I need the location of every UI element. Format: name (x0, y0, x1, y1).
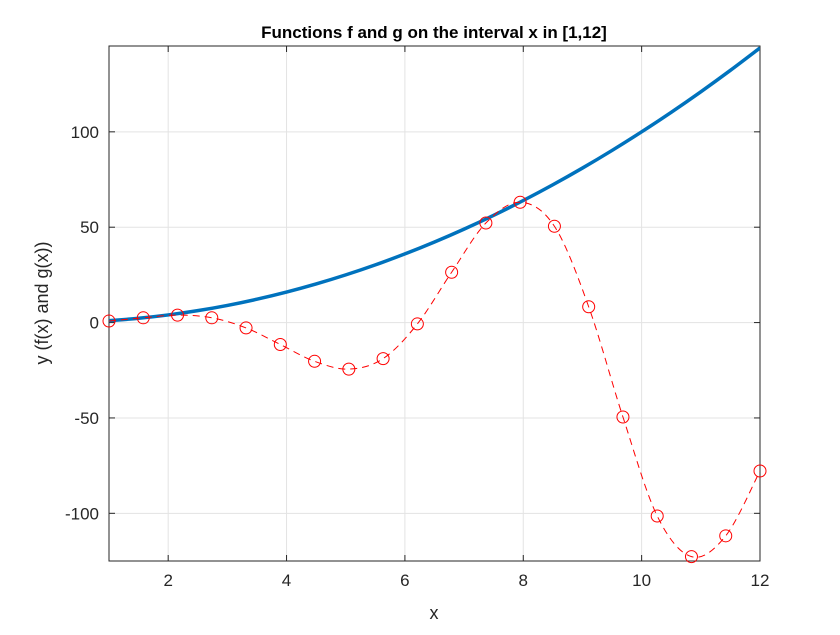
x-tick-label: 6 (400, 571, 409, 590)
series-2-point (342, 362, 356, 376)
series-2-point (582, 300, 596, 314)
series-2-point (719, 529, 733, 543)
series-2-point (753, 464, 767, 478)
x-tick-label: 10 (632, 571, 651, 590)
chart-title: Functions f and g on the interval x in [… (261, 23, 607, 42)
y-tick-label: 50 (80, 218, 99, 237)
x-tick-label: 8 (519, 571, 528, 590)
x-tick-label: 12 (751, 571, 770, 590)
series-2-point (102, 314, 116, 328)
y-tick-label: -100 (65, 504, 99, 523)
plot-area (109, 46, 760, 561)
x-tick-label: 2 (163, 571, 172, 590)
series-2-point (171, 308, 185, 322)
series-2-point (547, 219, 561, 233)
series-2-point (479, 216, 493, 230)
series-2-point (513, 195, 527, 209)
series-2-point (445, 265, 459, 279)
series-2-line (109, 201, 760, 558)
x-axis-label: x (430, 603, 439, 623)
series-2-point (616, 410, 630, 424)
series-2-point (308, 354, 322, 368)
series-2-point (205, 311, 219, 325)
series-2-point (650, 509, 664, 523)
axes-box (108, 45, 761, 562)
y-axis-label: y (f(x) and g(x)) (32, 241, 52, 364)
y-tick-label: -50 (74, 409, 99, 428)
series-2-point (239, 321, 253, 335)
y-tick-label: 100 (71, 123, 99, 142)
series-2-point (376, 352, 390, 366)
series-2-point (136, 311, 150, 325)
series-2-point (410, 317, 424, 331)
series-2-point (684, 550, 698, 564)
y-tick-label: 0 (90, 314, 99, 333)
x-tick-label: 4 (282, 571, 291, 590)
series-1-line (109, 46, 760, 323)
series-2-point (273, 338, 287, 352)
